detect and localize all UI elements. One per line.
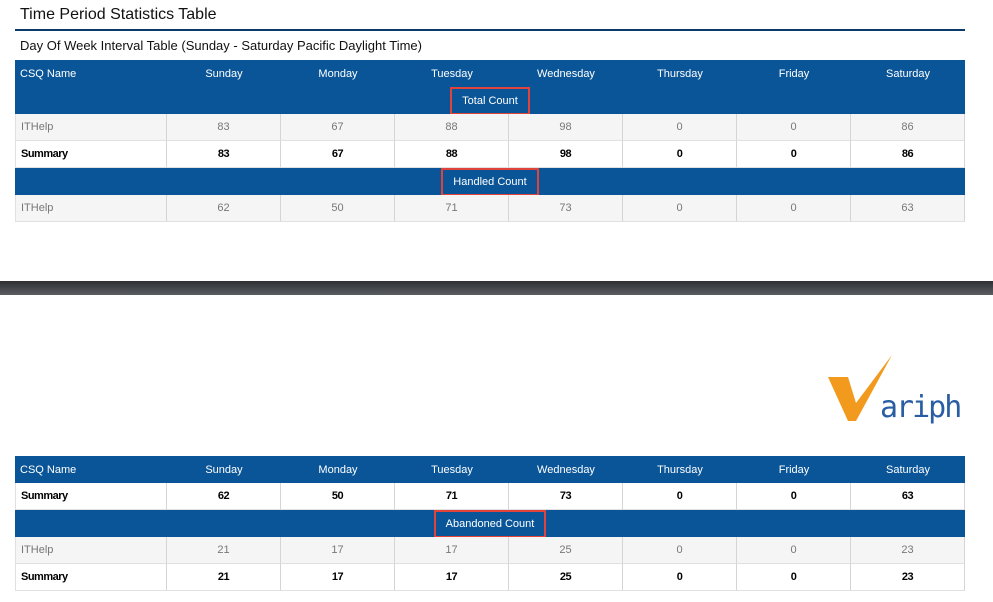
value-cell: 25 xyxy=(509,537,623,564)
column-header: Friday xyxy=(737,456,851,483)
column-header: Monday xyxy=(281,60,395,87)
value-cell: 63 xyxy=(851,195,965,222)
title-rule xyxy=(15,29,965,31)
data-row: ITHelp 21 17 17 25 0 0 23 xyxy=(15,537,965,564)
subtitle: Day Of Week Interval Table (Sunday - Sat… xyxy=(20,38,422,53)
page-separator xyxy=(0,281,993,295)
section-label: Abandoned Count xyxy=(433,509,547,538)
value-cell: 25 xyxy=(509,564,623,591)
name-cell: ITHelp xyxy=(15,114,167,141)
column-header: Saturday xyxy=(851,456,965,483)
column-header: Thursday xyxy=(623,456,737,483)
value-cell: 21 xyxy=(167,564,281,591)
data-row: ITHelp 83 67 88 98 0 0 86 xyxy=(15,114,965,141)
value-cell: 88 xyxy=(395,141,509,168)
logo-mark xyxy=(828,355,892,421)
name-cell: Summary xyxy=(15,141,167,168)
section-label: Total Count xyxy=(450,86,530,115)
value-cell: 17 xyxy=(395,537,509,564)
value-cell: 17 xyxy=(281,537,395,564)
value-cell: 86 xyxy=(851,141,965,168)
column-header: Tuesday xyxy=(395,456,509,483)
value-cell: 23 xyxy=(851,564,965,591)
value-cell: 17 xyxy=(281,564,395,591)
value-cell: 17 xyxy=(395,564,509,591)
column-header: Friday xyxy=(737,60,851,87)
value-cell: 50 xyxy=(281,195,395,222)
column-header: Monday xyxy=(281,456,395,483)
logo: ariphy xyxy=(828,355,961,425)
value-cell: 0 xyxy=(737,114,851,141)
column-header: Sunday xyxy=(167,60,281,87)
stats-table: CSQ Name Sunday Monday Tuesday Wednesday Thur… xyxy=(15,456,965,591)
value-cell: 88 xyxy=(395,114,509,141)
value-cell: 0 xyxy=(623,537,737,564)
data-row: Summary 21 17 17 25 0 0 23 xyxy=(15,564,965,591)
column-header: CSQ Name xyxy=(15,60,167,87)
value-cell: 98 xyxy=(509,114,623,141)
column-header: Sunday xyxy=(167,456,281,483)
value-cell: 0 xyxy=(737,564,851,591)
value-cell: 83 xyxy=(167,114,281,141)
value-cell: 73 xyxy=(509,483,623,510)
section-row: Handled Count xyxy=(15,167,965,196)
value-cell: 23 xyxy=(851,537,965,564)
stats-table: CSQ Name Sunday Monday Tuesday Wednesday Thur… xyxy=(15,60,965,222)
value-cell: 71 xyxy=(395,195,509,222)
column-header: Saturday xyxy=(851,60,965,87)
value-cell: 0 xyxy=(623,564,737,591)
value-cell: 0 xyxy=(623,483,737,510)
value-cell: 67 xyxy=(281,141,395,168)
value-cell: 0 xyxy=(623,114,737,141)
value-cell: 71 xyxy=(395,483,509,510)
value-cell: 63 xyxy=(851,483,965,510)
value-cell: 73 xyxy=(509,195,623,222)
value-cell: 67 xyxy=(281,114,395,141)
column-header: Tuesday xyxy=(395,60,509,87)
value-cell: 0 xyxy=(623,141,737,168)
name-cell: ITHelp xyxy=(15,195,167,222)
value-cell: 62 xyxy=(167,483,281,510)
value-cell: 86 xyxy=(851,114,965,141)
value-cell: 0 xyxy=(623,195,737,222)
value-cell: 21 xyxy=(167,537,281,564)
name-cell: Summary xyxy=(15,483,167,510)
data-row: Summary 83 67 88 98 0 0 86 xyxy=(15,141,965,168)
title: Time Period Statistics Table xyxy=(20,6,217,23)
column-header: Wednesday xyxy=(509,60,623,87)
data-row: Summary 62 50 71 73 0 0 63 xyxy=(15,483,965,510)
data-row: ITHelp 62 50 71 73 0 0 63 xyxy=(15,195,965,222)
value-cell: 98 xyxy=(509,141,623,168)
name-cell: Summary xyxy=(15,564,167,591)
column-header: Wednesday xyxy=(509,456,623,483)
value-cell: 0 xyxy=(737,537,851,564)
logo-text: ariphy xyxy=(880,390,961,425)
column-header: CSQ Name xyxy=(15,456,167,483)
value-cell: 83 xyxy=(167,141,281,168)
value-cell: 62 xyxy=(167,195,281,222)
value-cell: 0 xyxy=(737,195,851,222)
header-row: CSQ Name Sunday Monday Tuesday Wednesday Thur… xyxy=(15,60,965,87)
section-label: Handled Count xyxy=(441,167,539,196)
section-row: Total Count xyxy=(15,86,965,115)
value-cell: 50 xyxy=(281,483,395,510)
section-row: Abandoned Count xyxy=(15,509,965,538)
name-cell: ITHelp xyxy=(15,537,167,564)
value-cell: 0 xyxy=(737,483,851,510)
value-cell: 0 xyxy=(737,141,851,168)
column-header: Thursday xyxy=(623,60,737,87)
header-row: CSQ Name Sunday Monday Tuesday Wednesday Thur… xyxy=(15,456,965,483)
